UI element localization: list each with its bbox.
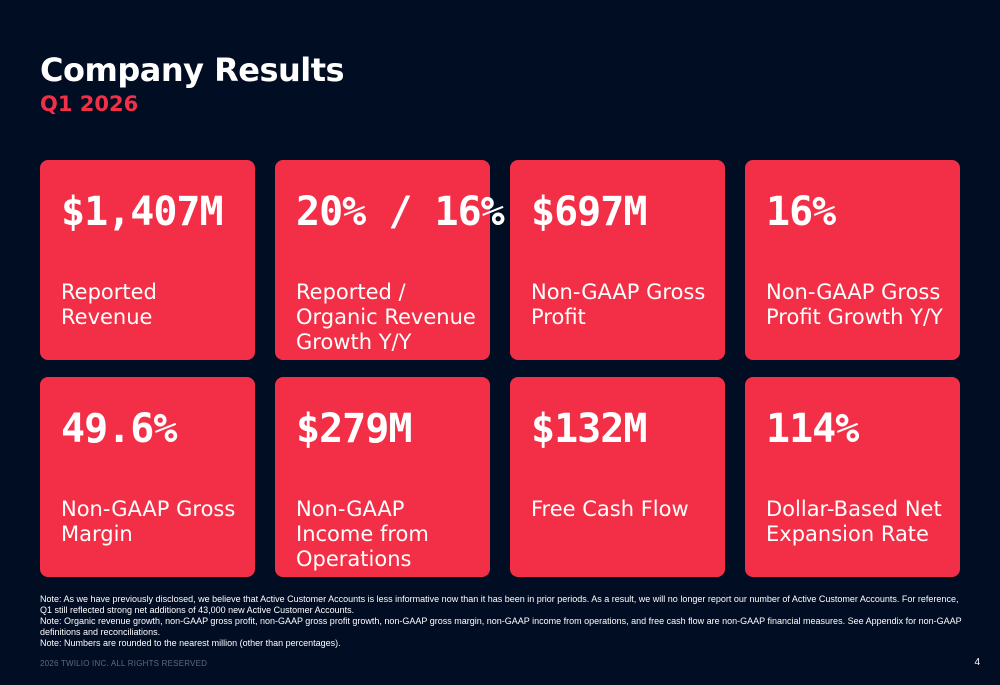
metric-label: Reported Revenue: [61, 280, 157, 329]
page-number: 4: [974, 657, 980, 668]
metric-label: Non-GAAP Gross Profit: [531, 280, 706, 329]
metric-card-gross-margin: 49.6% Non-GAAP Gross Margin: [40, 377, 255, 577]
metric-value: $1,407M: [61, 189, 224, 235]
metric-label: Reported / Organic Revenue Growth Y/Y: [296, 280, 476, 354]
metrics-grid: $1,407M Reported Revenue 20% / 16% Repor…: [40, 160, 960, 577]
footnote-non-gaap: Note: Organic revenue growth, non-GAAP g…: [40, 616, 962, 637]
footnote-rounding: Note: Numbers are rounded to the nearest…: [40, 638, 341, 648]
footnote-active-accounts: Note: As we have previously disclosed, w…: [40, 594, 959, 615]
metric-value: 114%: [766, 406, 859, 452]
metric-label: Free Cash Flow: [531, 497, 689, 521]
metric-card-free-cash-flow: $132M Free Cash Flow: [510, 377, 725, 577]
metric-value: 20% / 16%: [296, 189, 505, 235]
metric-label: Dollar-Based Net Expansion Rate: [766, 497, 942, 546]
metric-card-gross-profit-growth: 16% Non-GAAP Gross Profit Growth Y/Y: [745, 160, 960, 360]
copyright-text: 2026 TWILIO INC. ALL RIGHTS RESERVED: [40, 659, 208, 668]
metric-card-net-expansion-rate: 114% Dollar-Based Net Expansion Rate: [745, 377, 960, 577]
metric-card-gross-profit: $697M Non-GAAP Gross Profit: [510, 160, 725, 360]
metric-value: $697M: [531, 189, 647, 235]
footnotes: Note: As we have previously disclosed, w…: [40, 594, 965, 649]
metric-value: $279M: [296, 406, 412, 452]
metric-card-income-from-operations: $279M Non-GAAP Income from Operations: [275, 377, 490, 577]
page-title: Company Results: [40, 51, 345, 89]
metric-label: Non-GAAP Gross Profit Growth Y/Y: [766, 280, 943, 329]
metric-card-reported-revenue: $1,407M Reported Revenue: [40, 160, 255, 360]
metric-value: 16%: [766, 189, 836, 235]
metric-label: Non-GAAP Income from Operations: [296, 497, 429, 571]
metric-card-revenue-growth: 20% / 16% Reported / Organic Revenue Gro…: [275, 160, 505, 360]
metric-value: $132M: [531, 406, 647, 452]
page-subtitle: Q1 2026: [40, 92, 139, 116]
metric-value: 49.6%: [61, 406, 177, 452]
metric-label: Non-GAAP Gross Margin: [61, 497, 236, 546]
